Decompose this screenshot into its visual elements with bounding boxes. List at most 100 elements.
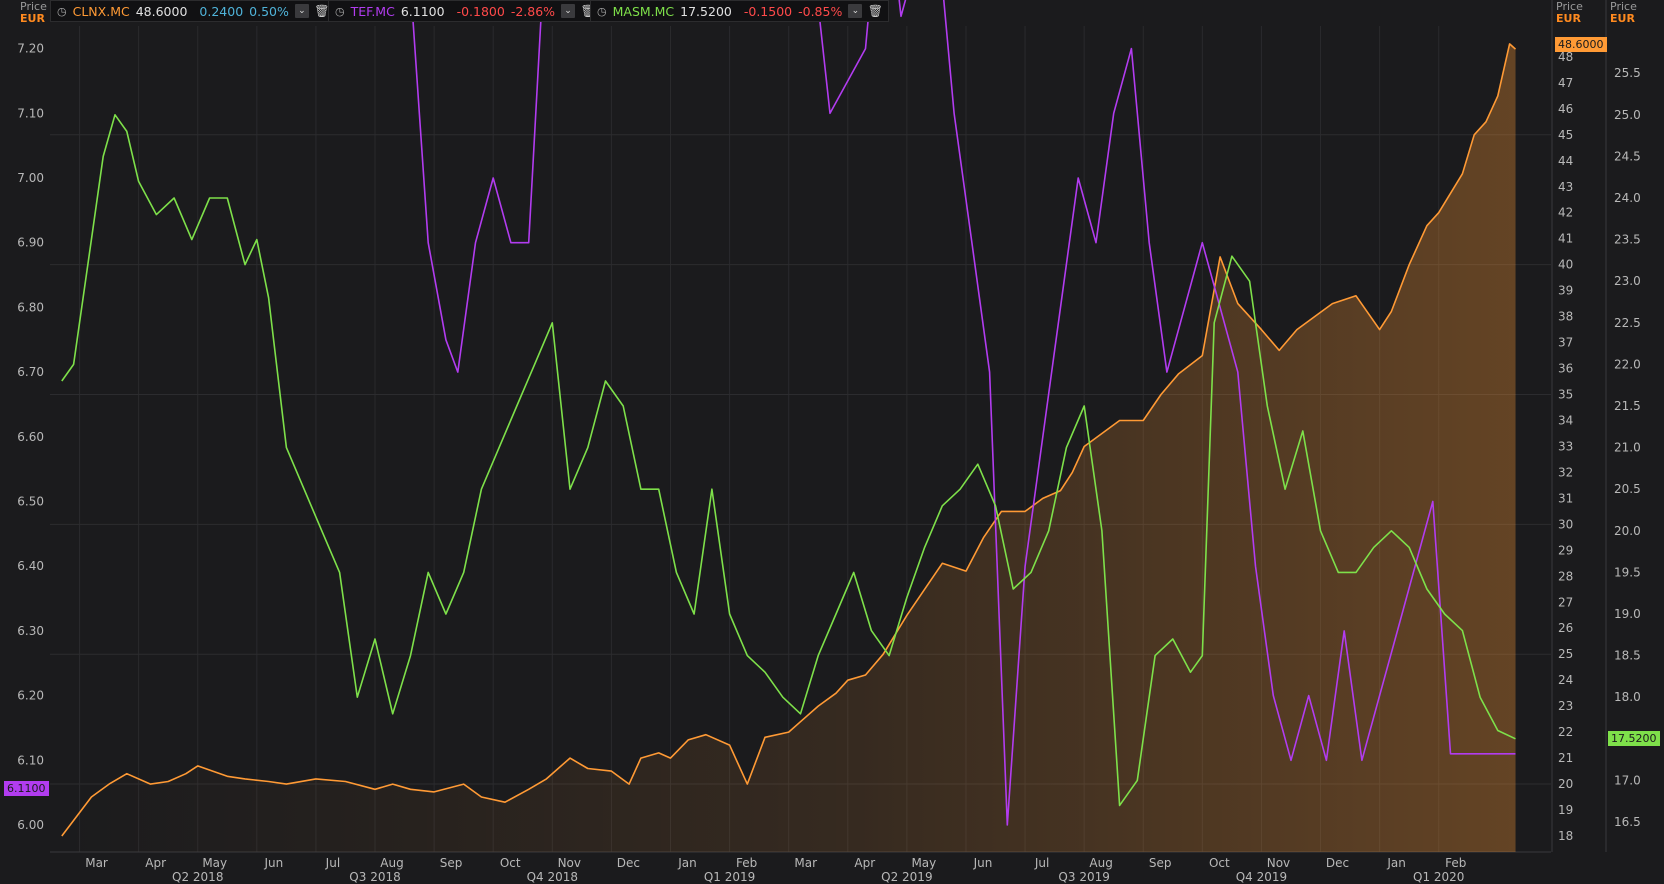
- right2-axis-tick-label: 23.0: [1614, 274, 1641, 288]
- series-line-tef-mc: [410, 0, 1516, 826]
- right1-axis-tick-label: 48: [1558, 50, 1573, 64]
- left-axis-tick-label: 6.90: [17, 236, 44, 250]
- legend-change: -0.1800: [456, 3, 505, 19]
- left-axis-tick-label: 7.20: [17, 42, 44, 56]
- legend-symbol[interactable]: CLNX.MC: [72, 3, 130, 19]
- chevron-down-icon[interactable]: ⌄: [561, 4, 576, 18]
- right1-axis-tick-label: 43: [1558, 180, 1573, 194]
- x-axis-quarter-label: Q3 2018: [349, 870, 400, 884]
- axis-unit: EUR: [1556, 12, 1581, 25]
- legend-symbol[interactable]: TEF.MC: [350, 3, 395, 19]
- series-line-clnx-mc: [61, 43, 1517, 837]
- price-tag-masm: 17.5200: [1608, 731, 1660, 746]
- legend-symbol[interactable]: MASM.MC: [612, 3, 675, 19]
- right2-axis-tick-label: 24.0: [1614, 191, 1641, 205]
- right1-axis-tick-label: 24: [1558, 673, 1573, 687]
- x-axis-month-label: Dec: [617, 856, 640, 870]
- right1-axis-tick-label: 36: [1558, 362, 1573, 376]
- price-tag-clnx: 48.6000: [1555, 37, 1607, 52]
- right1-axis-tick-label: 26: [1558, 621, 1573, 635]
- x-axis-month-label: Oct: [500, 856, 521, 870]
- x-axis-month-label: Mar: [85, 856, 108, 870]
- right2-axis-tick-label: 16.5: [1614, 815, 1641, 829]
- right2-axis-header: Price EUR: [1610, 1, 1637, 25]
- right1-axis-tick-label: 25: [1558, 647, 1573, 661]
- right1-axis-tick-label: 31: [1558, 491, 1573, 505]
- x-axis-month-label: Nov: [1267, 856, 1290, 870]
- right1-axis-tick-label: 37: [1558, 336, 1573, 350]
- legend-change: 0.2400: [199, 3, 244, 19]
- right2-axis-tick-label: 21.0: [1614, 441, 1641, 455]
- x-axis-month-label: Apr: [145, 856, 166, 870]
- left-axis-header: Price EUR: [20, 1, 47, 25]
- left-axis-tick-label: 6.30: [17, 624, 44, 638]
- x-axis-quarter-label: Q4 2019: [1236, 870, 1287, 884]
- legend-tef[interactable]: ◷ TEF.MC 6.1100 -0.1800 -2.86% ⌄ 🗑: [328, 0, 603, 22]
- right1-axis-tick-label: 23: [1558, 699, 1573, 713]
- right2-axis-tick-label: 23.5: [1614, 233, 1641, 247]
- right2-axis-tick-label: 25.0: [1614, 108, 1641, 122]
- right1-axis-tick-label: 41: [1558, 232, 1573, 246]
- axis-unit: EUR: [1610, 12, 1635, 25]
- right1-axis-tick-label: 22: [1558, 725, 1573, 739]
- series-line-masm-mc: [61, 114, 1516, 807]
- x-axis-quarter-label: Q1 2020: [1413, 870, 1464, 884]
- chevron-down-icon[interactable]: ⌄: [294, 4, 309, 18]
- legend-price: 48.6000: [135, 3, 188, 19]
- right1-axis-tick-label: 19: [1558, 803, 1573, 817]
- right2-axis-tick-label: 18.0: [1614, 690, 1641, 704]
- left-axis-tick-label: 6.10: [17, 753, 44, 767]
- left-axis-tick-label: 6.50: [17, 495, 44, 509]
- x-axis-month-label: Sep: [1149, 856, 1172, 870]
- clock-icon: ◷: [335, 4, 345, 18]
- right1-axis-tick-label: 45: [1558, 128, 1573, 142]
- x-axis-month-label: Apr: [854, 856, 875, 870]
- legend-change: -0.1500: [743, 3, 793, 19]
- x-axis-month-label: Jun: [973, 856, 993, 870]
- right2-axis-tick-label: 19.5: [1614, 565, 1641, 579]
- x-axis-quarter-label: Q1 2019: [704, 870, 755, 884]
- right2-axis-tick-label: 18.5: [1614, 649, 1641, 663]
- trash-icon[interactable]: 🗑: [867, 4, 883, 18]
- legend-clnx[interactable]: ◷ CLNX.MC 48.6000 0.2400 0.50% ⌄ 🗑: [50, 0, 336, 22]
- right1-axis-header: Price EUR: [1556, 1, 1583, 25]
- x-axis-quarter-label: Q3 2019: [1058, 870, 1109, 884]
- right1-axis-tick-label: 28: [1558, 569, 1573, 583]
- x-axis-month-label: Dec: [1326, 856, 1349, 870]
- left-axis-tick-label: 7.10: [17, 106, 44, 120]
- legend-masm[interactable]: ◷ MASM.MC 17.5200 -0.1500 -0.85% ⌄ 🗑: [590, 0, 890, 22]
- chevron-down-icon[interactable]: ⌄: [848, 4, 863, 18]
- right1-axis-tick-label: 32: [1558, 465, 1573, 479]
- legend-pct: 0.50%: [249, 3, 289, 19]
- right2-axis-tick-label: 20.0: [1614, 524, 1641, 538]
- x-axis-month-label: Aug: [1089, 856, 1112, 870]
- left-axis-tick-label: 6.20: [17, 689, 44, 703]
- x-axis-month-label: Nov: [558, 856, 581, 870]
- x-axis-month-label: Jun: [263, 856, 283, 870]
- x-axis-month-label: Oct: [1209, 856, 1230, 870]
- axis-label: Price: [20, 0, 47, 13]
- right2-axis-tick-label: 19.0: [1614, 607, 1641, 621]
- x-axis-month-label: May: [202, 856, 227, 870]
- right1-axis-tick-label: 30: [1558, 517, 1573, 531]
- x-axis-month-label: Sep: [440, 856, 463, 870]
- legend-price: 17.5200: [680, 3, 732, 19]
- x-axis-month-label: Jul: [1034, 856, 1049, 870]
- right2-axis-tick-label: 22.5: [1614, 316, 1641, 330]
- left-axis-tick-label: 6.00: [17, 818, 44, 832]
- left-axis-tick-label: 7.00: [17, 171, 44, 185]
- right1-axis-tick-label: 34: [1558, 413, 1573, 427]
- right1-axis-tick-label: 29: [1558, 543, 1573, 557]
- right1-axis-tick-label: 44: [1558, 154, 1573, 168]
- axis-label: Price: [1610, 0, 1637, 13]
- trash-icon[interactable]: 🗑: [314, 4, 330, 18]
- right2-axis-tick-label: 17.0: [1614, 773, 1641, 787]
- right2-axis-tick-label: 24.5: [1614, 149, 1641, 163]
- x-axis-month-label: Jan: [677, 856, 697, 870]
- left-axis-tick-label: 6.80: [17, 300, 44, 314]
- left-axis-tick-label: 6.70: [17, 365, 44, 379]
- axis-label: Price: [1556, 0, 1583, 13]
- clock-icon: ◷: [57, 4, 67, 18]
- legend-pct: -0.85%: [798, 3, 843, 19]
